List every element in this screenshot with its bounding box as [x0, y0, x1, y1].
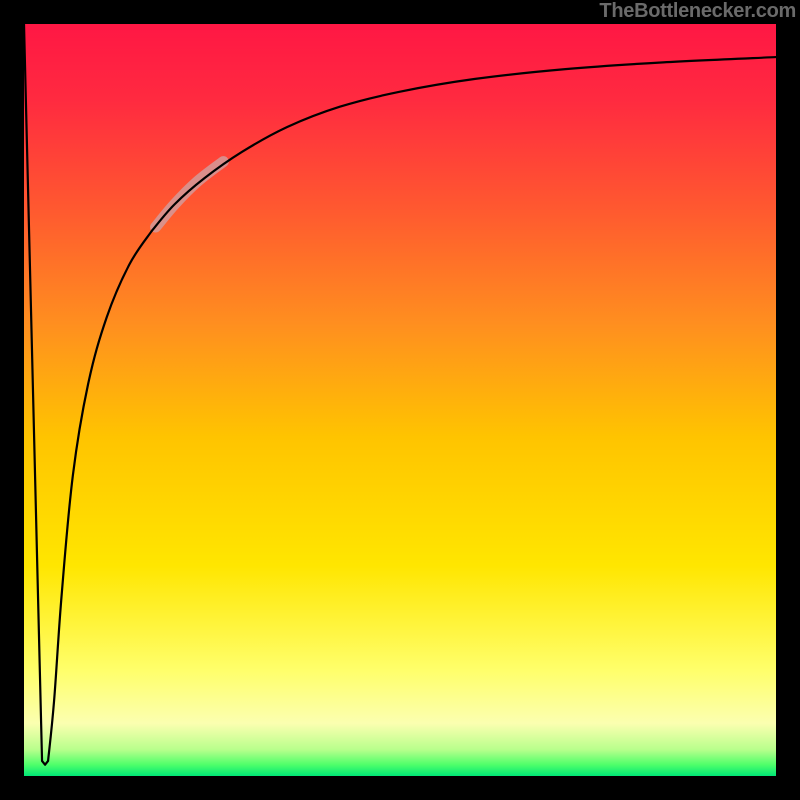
chart-container: TheBottlenecker.com: [0, 0, 800, 800]
bottleneck-curve-chart: [0, 0, 800, 800]
watermark-text: TheBottlenecker.com: [599, 0, 796, 23]
gradient-background: [24, 24, 776, 776]
